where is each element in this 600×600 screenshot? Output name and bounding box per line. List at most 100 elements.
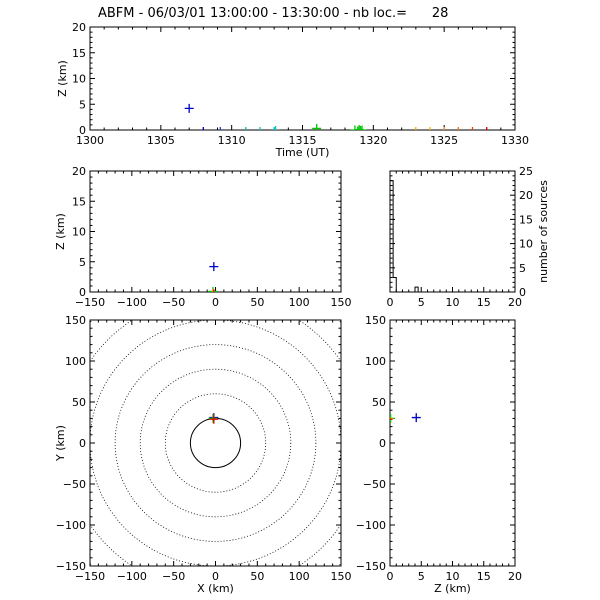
data-point (357, 126, 359, 130)
y-tick-label: −50 (363, 478, 386, 491)
y-tick-label: 50 (72, 396, 86, 409)
y-tick-label: −50 (63, 478, 86, 491)
y-tick-label: 0 (79, 437, 86, 450)
y-tick-label: 20 (519, 189, 533, 202)
x-tick-label: 20 (508, 296, 522, 309)
x-tick-label: −50 (162, 570, 185, 583)
y-tick-label: 10 (72, 226, 86, 239)
x-tick-label: −150 (75, 296, 105, 309)
data-point (357, 125, 367, 130)
x-axis-label: Z (km) (434, 582, 471, 595)
axis-frame (89, 26, 516, 131)
data-point (390, 417, 394, 420)
data-point (443, 127, 445, 130)
plots: 1300 1305 1310 1315 1320 1325 1330 0 5 10 15 20 Time… (54, 21, 550, 595)
x-axis-label: Time (UT) (275, 146, 330, 159)
x-tick-label: 1320 (359, 134, 387, 147)
x-tick-label: 150 (331, 296, 352, 309)
y-axis-label: number of sources (537, 180, 550, 283)
data-point (471, 127, 474, 130)
x-tick-label: −150 (75, 570, 105, 583)
data-point (209, 262, 219, 272)
data-point (273, 127, 275, 130)
data-point (350, 125, 360, 130)
y-tick-label: 5 (79, 256, 86, 269)
range-ring (90, 320, 341, 566)
y-tick-label: 10 (72, 73, 86, 86)
x-tick-label: 1310 (218, 134, 246, 147)
x-tick-label: −100 (117, 570, 147, 583)
data-point (213, 289, 215, 292)
range-ring (164, 393, 267, 493)
x-tick-label: 100 (289, 296, 310, 309)
data-point (457, 127, 459, 130)
y-axis-label: Y (km) (54, 425, 67, 462)
range-ring (139, 368, 292, 518)
y-tick-label: 150 (65, 314, 86, 327)
x-tick-label: −100 (117, 296, 147, 309)
y-tick-label: 150 (365, 314, 386, 327)
x-tick-label: 50 (250, 296, 264, 309)
data-point (245, 127, 247, 130)
y-tick-label: 5 (519, 262, 526, 275)
data-point (390, 418, 393, 420)
axis-frame (389, 319, 516, 567)
y-tick-label: 15 (519, 213, 533, 226)
x-tick-label: 0 (387, 570, 394, 583)
x-tick-label: 5 (418, 296, 425, 309)
data-point (486, 127, 488, 130)
chart-height-y: 0 5 10 15 20 −150 −100 −50 0 50 100 150 Z (km) (356, 314, 522, 595)
x-tick-label: 10 (446, 296, 460, 309)
range-ring (189, 417, 242, 469)
chart-time-height: 1300 1305 1310 1315 1320 1325 1330 0 5 10 15 20 Time… (56, 21, 529, 159)
x-tick-label: −50 (162, 296, 185, 309)
data-point (208, 413, 218, 423)
y-tick-label: 20 (72, 21, 86, 34)
y-tick-label: −100 (56, 519, 86, 532)
y-tick-label: 15 (72, 47, 86, 60)
x-tick-label: 5 (418, 570, 425, 583)
data-point (184, 103, 194, 113)
data-point (219, 127, 221, 130)
y-tick-label: −150 (56, 560, 86, 573)
axis-frame (89, 319, 342, 567)
y-tick-label: −150 (356, 560, 386, 573)
chart-plan-view: −150 −100 −50 0 50 100 150 −150 −100 −50 0 50 100 150… (54, 314, 352, 595)
figure-title: ABFM - 06/03/01 13:00:00 - 13:30:00 - nb… (98, 6, 448, 21)
x-axis-label: X (km) (197, 582, 234, 595)
y-tick-label: 25 (519, 165, 533, 178)
x-tick-label: 50 (250, 570, 264, 583)
data-point (415, 127, 417, 130)
y-tick-label: 0 (379, 437, 386, 450)
chart-x-height: −150 −100 −50 0 50 100 150 0 5 10 15 20 Z (km) (54, 165, 352, 309)
x-tick-label: 1325 (430, 134, 458, 147)
y-axis-label: Z (km) (54, 213, 67, 250)
x-tick-label: 1315 (289, 134, 317, 147)
y-tick-label: 0 (79, 124, 86, 137)
data-point (212, 288, 214, 292)
y-axis-label: Z (km) (56, 60, 69, 97)
range-ring (114, 344, 317, 542)
data-point (259, 127, 261, 130)
x-tick-label: 150 (331, 570, 352, 583)
x-tick-label: 15 (477, 570, 491, 583)
x-tick-label: 1300 (76, 134, 104, 147)
data-point (411, 413, 421, 423)
y-tick-label: 100 (365, 355, 386, 368)
y-tick-label: 0 (79, 286, 86, 299)
x-tick-label: 10 (446, 570, 460, 583)
y-tick-label: 100 (65, 355, 86, 368)
histogram-line (390, 180, 515, 292)
data-points (208, 262, 219, 292)
x-tick-label: 0 (212, 296, 219, 309)
data-points (184, 103, 488, 130)
x-tick-label: 100 (289, 570, 310, 583)
x-tick-label: 1330 (501, 134, 529, 147)
y-tick-label: 50 (372, 396, 386, 409)
x-tick-label: 1305 (147, 134, 175, 147)
y-tick-label: 20 (72, 165, 86, 178)
x-tick-label: 15 (477, 296, 491, 309)
y-tick-label: 10 (519, 238, 533, 251)
data-point (202, 127, 204, 130)
x-tick-label: 0 (387, 296, 394, 309)
